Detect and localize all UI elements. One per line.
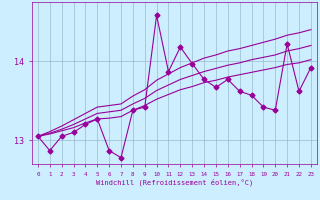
X-axis label: Windchill (Refroidissement éolien,°C): Windchill (Refroidissement éolien,°C) [96, 178, 253, 186]
